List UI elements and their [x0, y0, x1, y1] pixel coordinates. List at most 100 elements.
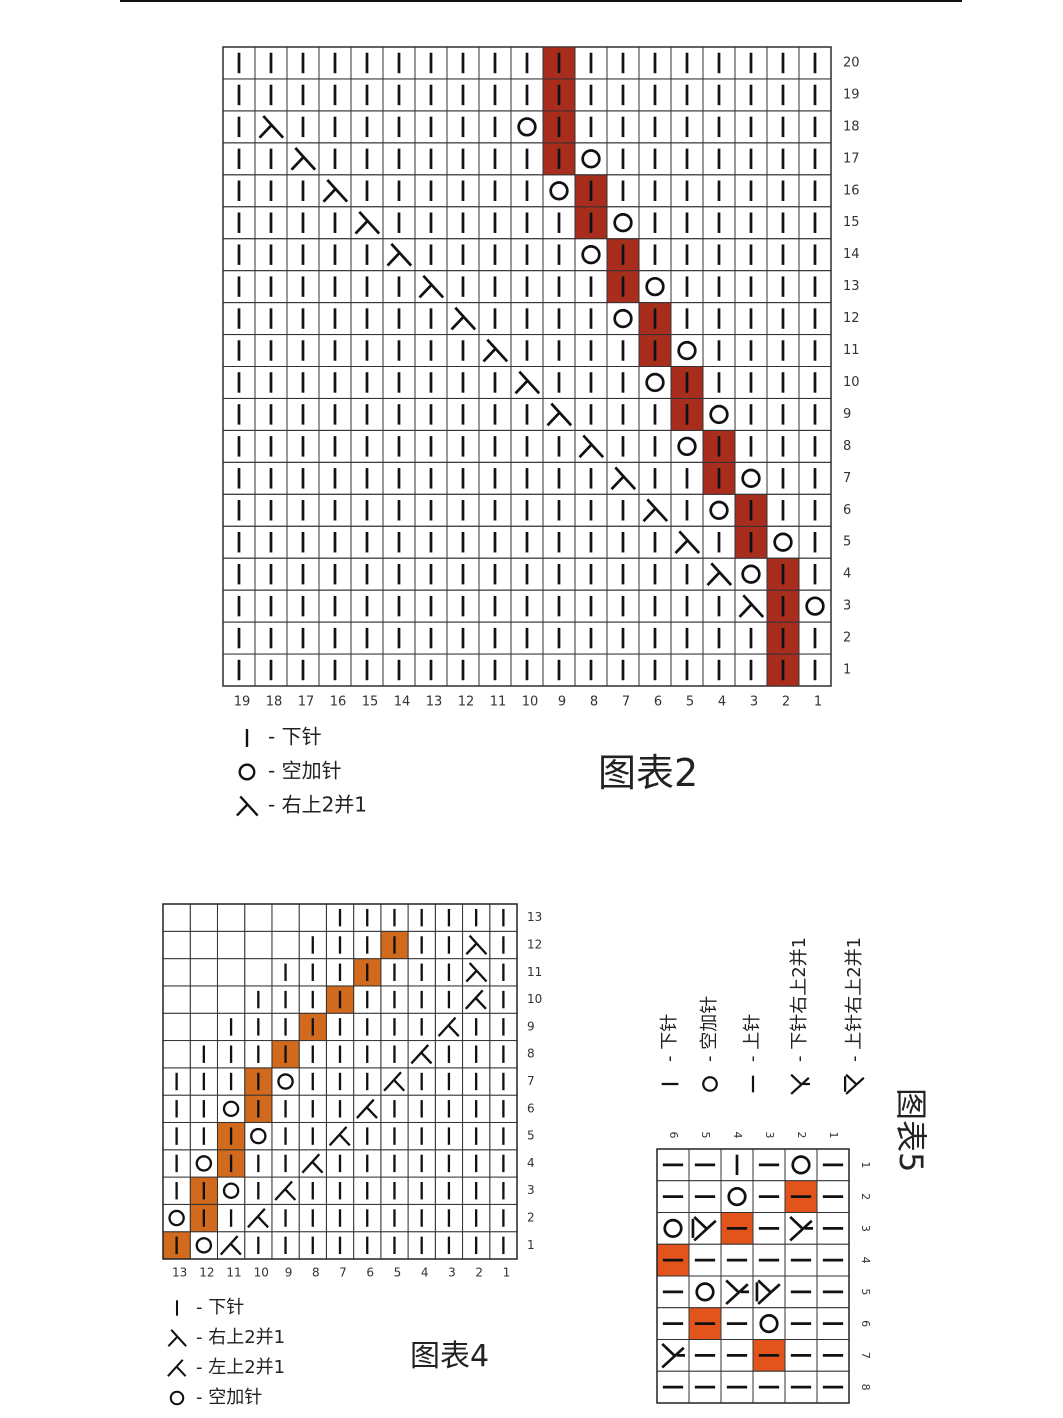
chart-4-cell	[216, 1094, 246, 1123]
ssk-stroke	[514, 370, 541, 395]
chart-2-col-label: 10	[522, 695, 539, 710]
yo-symbol	[759, 1314, 779, 1334]
chart-4-cell	[162, 1012, 191, 1042]
yo-circle	[677, 436, 697, 457]
ssk-stroke	[354, 210, 381, 235]
chart-2-row-label: 12	[843, 311, 860, 326]
yo-symbol	[613, 213, 633, 233]
chart-2-row-label: 17	[843, 151, 860, 166]
ssk-symbol	[386, 242, 413, 267]
chart-2-col-label: 1	[814, 695, 822, 710]
chart-4-col-label: 13	[172, 1266, 187, 1280]
chart-4-col-label: 1	[503, 1266, 511, 1280]
ssk-stroke	[578, 434, 605, 459]
ssk-stroke	[418, 274, 445, 299]
ssk-stroke	[738, 594, 765, 618]
chart-4-cell	[244, 958, 273, 987]
chart-2-col-label: 9	[558, 695, 566, 710]
chart-5-cell	[752, 1307, 786, 1340]
chart-5-row-label: 2	[859, 1193, 872, 1200]
yo-circle	[581, 149, 601, 169]
yo-symbol	[169, 1390, 185, 1406]
chart-4-cell	[189, 1231, 218, 1260]
legend-label: - 下针右上2并1	[789, 937, 810, 1062]
chart-5-row-label: 1	[859, 1161, 872, 1168]
yo-circle	[645, 372, 665, 393]
k2tog-stroke	[167, 1359, 187, 1377]
chart-2-row-label: 15	[843, 215, 860, 230]
yo-circle	[581, 245, 601, 265]
yo-symbol	[238, 763, 256, 781]
legend-label: - 下针	[659, 1014, 680, 1062]
ssk-symbol	[290, 147, 317, 171]
k2tog-symbol	[274, 1180, 297, 1201]
chart-4-cell	[162, 985, 191, 1014]
kssk-stroke	[790, 1073, 810, 1095]
chart-4-cell	[216, 985, 246, 1014]
ssk-symbol	[546, 402, 573, 427]
kssk-stroke	[789, 1215, 814, 1242]
chart-4-row-label: 5	[527, 1129, 535, 1143]
chart-5-grid-frame	[656, 1148, 850, 1404]
yo-symbol	[613, 308, 633, 329]
ssk-symbol	[610, 466, 637, 491]
yo-circle	[741, 564, 761, 584]
chart-2-row-label: 20	[843, 55, 860, 70]
chart-2-col-label: 3	[750, 695, 758, 710]
chart-2-title: 图表2	[598, 751, 698, 795]
chart-4-col-label: 5	[394, 1266, 402, 1280]
yo-circle	[238, 763, 256, 781]
k2tog-stroke	[437, 1016, 460, 1037]
chart-4-cell	[216, 930, 246, 960]
ssk-stroke	[482, 338, 509, 363]
chart-2-cell	[222, 46, 256, 80]
yo-circle	[195, 1155, 213, 1172]
legend-label: - 上针右上2并1	[844, 937, 865, 1062]
yo-symbol	[645, 276, 665, 297]
k2tog-stroke	[383, 1071, 406, 1092]
ssk-stroke	[290, 147, 317, 171]
ssk-symbol	[578, 434, 605, 459]
chart-4-cell	[162, 1040, 191, 1069]
chart-2-row-label: 4	[843, 567, 851, 582]
ssk-symbol	[450, 306, 477, 331]
k2tog-symbol	[219, 1235, 242, 1256]
chart-2-row-label: 5	[843, 535, 851, 550]
yo-circle	[695, 1282, 715, 1302]
chart-4-cell	[244, 903, 273, 932]
yo-circle	[168, 1209, 185, 1227]
yo-circle	[277, 1073, 294, 1090]
ssk-stroke	[674, 530, 701, 555]
chart-5-row-label: 3	[859, 1225, 872, 1232]
ssk-stroke	[167, 1329, 187, 1347]
chart-4-cell	[271, 903, 300, 932]
ssk-symbol	[258, 115, 285, 139]
ssk-stroke	[706, 562, 733, 586]
chart-4-cell	[216, 1176, 246, 1205]
yo-symbol	[805, 596, 825, 616]
yo-circle	[709, 500, 729, 520]
chart-4-cell	[162, 903, 191, 932]
k2tog-symbol	[410, 1044, 433, 1065]
chart-4-row-label: 11	[527, 965, 542, 979]
yo-symbol	[645, 372, 665, 393]
chart-4-col-label: 7	[339, 1266, 347, 1280]
chart-4-cell	[271, 1067, 300, 1096]
pssk-stroke	[844, 1073, 865, 1095]
chart-2-row-label: 13	[843, 279, 860, 294]
k2tog-stroke	[464, 989, 487, 1010]
yo-symbol	[222, 1100, 240, 1118]
k2tog-symbol	[167, 1359, 187, 1377]
chart-4-row-label: 1	[527, 1238, 535, 1252]
chart-2-row-label: 11	[843, 343, 860, 358]
chart-4-col-label: 6	[366, 1266, 374, 1280]
yo-symbol	[727, 1187, 747, 1207]
chart-4-grid-frame	[162, 903, 518, 1260]
yo-circle	[663, 1218, 683, 1238]
legend-label: - 上针	[742, 1014, 763, 1062]
chart-2-row-label: 18	[843, 119, 860, 134]
legend-label: - 下针	[196, 1297, 244, 1318]
chart-4-row-label: 6	[527, 1101, 535, 1115]
